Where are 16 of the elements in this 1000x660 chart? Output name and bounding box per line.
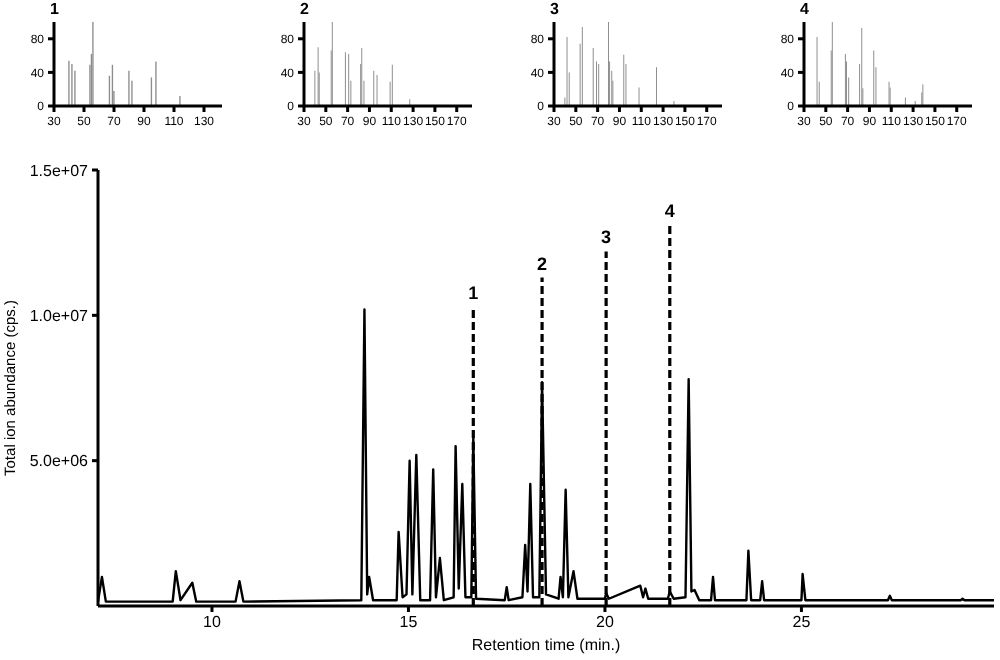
- x-tick-label: 10: [203, 613, 222, 632]
- x-tick-label: 20: [596, 613, 615, 632]
- chart-title: 1: [50, 0, 59, 18]
- chart-title: 4: [800, 0, 809, 18]
- chart-title: 3: [550, 0, 559, 18]
- x-tick-label: 15: [399, 613, 419, 632]
- annotation: 4: [664, 201, 675, 222]
- x-axis-title: Retention time (min.): [471, 636, 621, 654]
- y-tick-label: 1.5e+07: [29, 161, 90, 180]
- annotation: 2: [537, 253, 548, 274]
- chart-title: 2: [300, 0, 309, 18]
- y-tick-label: 5.0e+06: [29, 452, 90, 471]
- annotation: 1: [468, 282, 479, 303]
- x-tick-label: 25: [792, 613, 812, 632]
- y-tick-label: 1.0e+07: [29, 307, 90, 326]
- annotation: 3: [601, 227, 612, 248]
